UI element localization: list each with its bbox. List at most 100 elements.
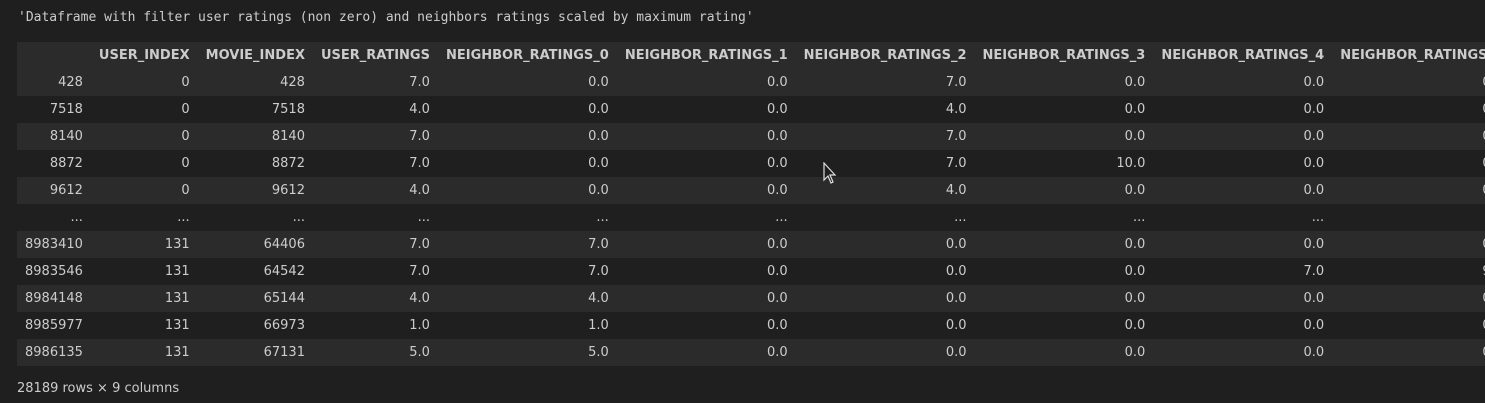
table-cell: 0.0 [1153, 312, 1333, 339]
table-cell: 0.0 [616, 69, 796, 96]
table-cell: 0.0 [1332, 96, 1485, 123]
table-cell: 0.0 [616, 285, 796, 312]
table-cell: 0.0 [1332, 312, 1485, 339]
header-row: USER_INDEX MOVIE_INDEX USER_RATINGS NEIGHBO… [17, 42, 1485, 69]
table-cell: 0.0 [616, 231, 796, 258]
row-index-cell: 7518 [17, 96, 91, 123]
table-cell: ... [90, 204, 198, 231]
row-index-cell: 8984148 [17, 285, 91, 312]
table-cell: 4.0 [312, 96, 438, 123]
table-cell: 0.0 [616, 177, 796, 204]
table-cell: 131 [90, 285, 198, 312]
table-cell: 0.0 [974, 339, 1154, 366]
table-cell: ... [1153, 204, 1333, 231]
table-cell: 4.0 [795, 177, 975, 204]
table-cell: ... [616, 204, 796, 231]
column-header: NEIGHBOR_RATINGS_4 [1153, 42, 1333, 69]
table-cell: 0.0 [1332, 123, 1485, 150]
table-cell: 0.0 [795, 312, 975, 339]
table-cell: 0.0 [1153, 231, 1333, 258]
row-index-cell: 8872 [17, 150, 91, 177]
table-cell: 0.0 [616, 96, 796, 123]
table-cell: 9612 [197, 177, 313, 204]
table-cell: 0.0 [795, 339, 975, 366]
table-cell: 7.0 [312, 69, 438, 96]
table-cell: 0.0 [1332, 231, 1485, 258]
table-cell: ... [437, 204, 617, 231]
column-header: USER_INDEX [90, 42, 198, 69]
table-cell: 0.0 [1332, 177, 1485, 204]
table-cell: 0.0 [616, 312, 796, 339]
table-cell: 8872 [197, 150, 313, 177]
row-index-cell: ... [17, 204, 91, 231]
table-cell: 7.0 [795, 123, 975, 150]
table-cell: 0.0 [974, 123, 1154, 150]
column-header: NEIGHBOR_RATINGS_1 [616, 42, 796, 69]
column-header: USER_RATINGS [312, 42, 438, 69]
table-cell: 0.0 [974, 231, 1154, 258]
table-cell: ... [974, 204, 1154, 231]
table-header: USER_INDEX MOVIE_INDEX USER_RATINGS NEIGHBO… [17, 42, 1485, 69]
row-index-cell: 9612 [17, 177, 91, 204]
table-cell: 131 [90, 312, 198, 339]
dataframe-table: USER_INDEX MOVIE_INDEX USER_RATINGS NEIGHBO… [17, 42, 1485, 366]
table-cell: 0.0 [795, 258, 975, 285]
table-cell: 7.0 [312, 123, 438, 150]
table-cell: 7.0 [1153, 258, 1333, 285]
table-cell: 0.0 [1153, 177, 1333, 204]
table-cell: 66973 [197, 312, 313, 339]
table-cell: 64542 [197, 258, 313, 285]
table-cell: 0.0 [795, 285, 975, 312]
table-cell: 0.0 [1332, 339, 1485, 366]
table-cell: 7518 [197, 96, 313, 123]
table-cell: 4.0 [795, 96, 975, 123]
table-cell: ... [1332, 204, 1485, 231]
table-cell: ... [197, 204, 313, 231]
table-cell: 8140 [197, 123, 313, 150]
row-index-cell: 8140 [17, 123, 91, 150]
cell-output-text: 'Dataframe with filter user ratings (non… [18, 10, 754, 25]
table-cell: 0 [90, 177, 198, 204]
table-cell: 0.0 [974, 285, 1154, 312]
table-cell: 0.0 [437, 96, 617, 123]
table-cell: 5.0 [437, 339, 617, 366]
table-cell: 0.0 [974, 258, 1154, 285]
row-index-cell: 8983410 [17, 231, 91, 258]
table-cell: 0.0 [437, 150, 617, 177]
table-cell: 0.0 [974, 312, 1154, 339]
table-cell: 7.0 [312, 231, 438, 258]
table-cell: 7.0 [312, 150, 438, 177]
table-cell: 65144 [197, 285, 313, 312]
table-cell: 64406 [197, 231, 313, 258]
column-header: MOVIE_INDEX [197, 42, 313, 69]
table-cell: 0.0 [1332, 69, 1485, 96]
table-cell: 0.0 [974, 96, 1154, 123]
table-cell: 0.0 [616, 150, 796, 177]
table-row: .............................. [17, 204, 1485, 231]
table-cell: 131 [90, 258, 198, 285]
table-cell: 0 [90, 69, 198, 96]
table-cell: 0.0 [1153, 69, 1333, 96]
table-cell: 131 [90, 339, 198, 366]
index-column-header [17, 42, 91, 69]
mouse-pointer-icon [823, 162, 837, 184]
table-cell: ... [312, 204, 438, 231]
table-cell: 5.0 [312, 339, 438, 366]
table-cell: 67131 [197, 339, 313, 366]
table-cell: 0.0 [616, 258, 796, 285]
table-cell: 0.0 [437, 123, 617, 150]
table-cell: 1.0 [312, 312, 438, 339]
row-index-cell: 8985977 [17, 312, 91, 339]
table-cell: 10.0 [974, 150, 1154, 177]
table-cell: 0.0 [1332, 285, 1485, 312]
table-cell: 0.0 [1153, 150, 1333, 177]
table-cell: 0 [90, 150, 198, 177]
table-cell: 7.0 [437, 231, 617, 258]
